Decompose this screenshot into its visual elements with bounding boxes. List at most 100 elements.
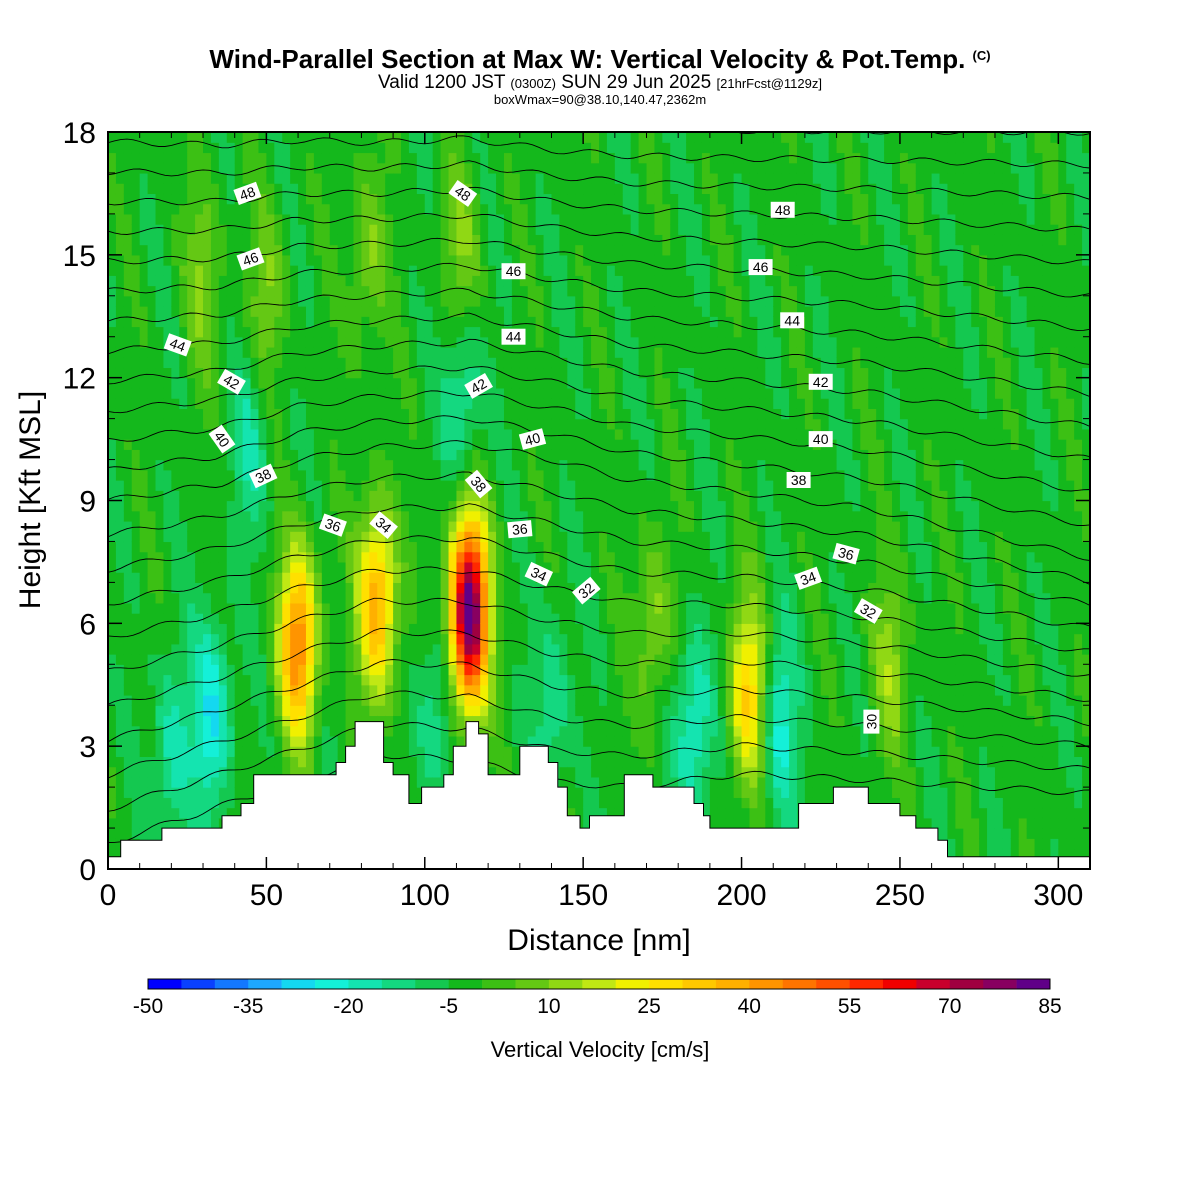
field-cell: [195, 776, 204, 788]
field-cell: [646, 541, 656, 553]
field-cell: [155, 295, 165, 307]
field-cell: [234, 592, 244, 604]
field-cell: [163, 623, 172, 635]
field-cell: [298, 336, 307, 348]
field-cell: [171, 643, 180, 655]
field-cell: [440, 408, 450, 420]
field-cell: [432, 357, 442, 369]
field-cell: [321, 275, 331, 287]
field-cell: [147, 572, 157, 583]
field-cell: [599, 510, 608, 522]
field-cell: [155, 623, 165, 635]
field-cell: [377, 480, 386, 491]
field-cell: [361, 326, 370, 338]
field-cell: [353, 561, 363, 573]
field-cell: [369, 152, 378, 164]
field-cell: [551, 234, 560, 246]
field-cell: [195, 787, 204, 798]
field-cell: [195, 705, 204, 717]
field-cell: [305, 746, 315, 758]
field-cell: [432, 367, 442, 379]
field-cell: [488, 183, 497, 195]
field-cell: [218, 132, 228, 143]
field-cell: [282, 623, 291, 635]
field-cell: [416, 203, 426, 215]
field-cell: [424, 398, 434, 409]
field-cell: [123, 254, 133, 266]
field-cell: [305, 357, 315, 369]
field-cell: [567, 203, 576, 215]
field-cell: [218, 285, 228, 297]
field-cell: [432, 735, 442, 747]
field-cell: [488, 572, 497, 583]
field-cell: [591, 213, 600, 225]
field-cell: [234, 807, 244, 819]
field-cell: [559, 623, 568, 635]
field-cell: [385, 213, 394, 225]
field-cell: [440, 551, 450, 563]
field-cell: [353, 684, 363, 696]
field-cell: [424, 520, 434, 532]
field-cell: [535, 285, 545, 297]
field-cell: [488, 551, 497, 563]
field-cell: [234, 776, 244, 788]
field-cell: [115, 735, 125, 747]
field-cell: [155, 725, 165, 737]
field-cell: [337, 561, 347, 573]
field-cell: [171, 623, 180, 635]
field-cell: [226, 213, 236, 225]
field-cell: [638, 285, 648, 297]
field-cell: [195, 582, 204, 594]
field-cell: [250, 633, 260, 645]
field-cell: [203, 500, 212, 512]
field-cell: [583, 654, 592, 665]
field-cell: [329, 193, 339, 205]
field-cell: [242, 275, 252, 287]
field-cell: [448, 469, 458, 481]
field-cell: [234, 510, 244, 522]
field-cell: [298, 418, 307, 430]
field-cell: [274, 213, 283, 225]
field-cell: [630, 132, 640, 143]
field-cell: [195, 756, 204, 768]
field-cell: [361, 439, 370, 450]
field-cell: [551, 418, 560, 430]
field-cell: [321, 326, 331, 338]
field-cell: [448, 602, 458, 614]
field-cell: [567, 613, 576, 624]
field-cell: [385, 592, 394, 604]
field-cell: [567, 193, 576, 205]
field-cell: [234, 285, 244, 297]
field-cell: [511, 500, 521, 512]
field-cell: [210, 408, 220, 420]
field-cell: [488, 531, 497, 543]
field-cell: [203, 787, 212, 798]
field-cell: [313, 203, 323, 215]
field-cell: [147, 285, 157, 297]
field-cell: [464, 142, 473, 154]
field-cell: [258, 654, 267, 665]
field-cell: [567, 377, 576, 389]
field-cell: [424, 705, 434, 717]
field-cell: [258, 684, 267, 696]
field-cell: [472, 336, 481, 348]
field-cell: [630, 582, 640, 594]
field-cell: [282, 326, 291, 338]
field-cell: [155, 735, 165, 747]
field-cell: [377, 674, 386, 686]
field-cell: [361, 664, 370, 676]
field-cell: [337, 224, 347, 235]
field-cell: [646, 449, 656, 461]
field-cell: [464, 459, 473, 471]
field-cell: [250, 162, 260, 174]
field-cell: [535, 459, 545, 471]
field-cell: [385, 715, 394, 727]
field-cell: [591, 623, 600, 635]
field-cell: [527, 469, 537, 481]
field-cell: [226, 520, 236, 532]
field-cell: [353, 183, 363, 195]
field-cell: [155, 807, 165, 819]
field-cell: [250, 142, 260, 154]
field-cell: [535, 715, 545, 727]
field-cell: [258, 643, 267, 655]
